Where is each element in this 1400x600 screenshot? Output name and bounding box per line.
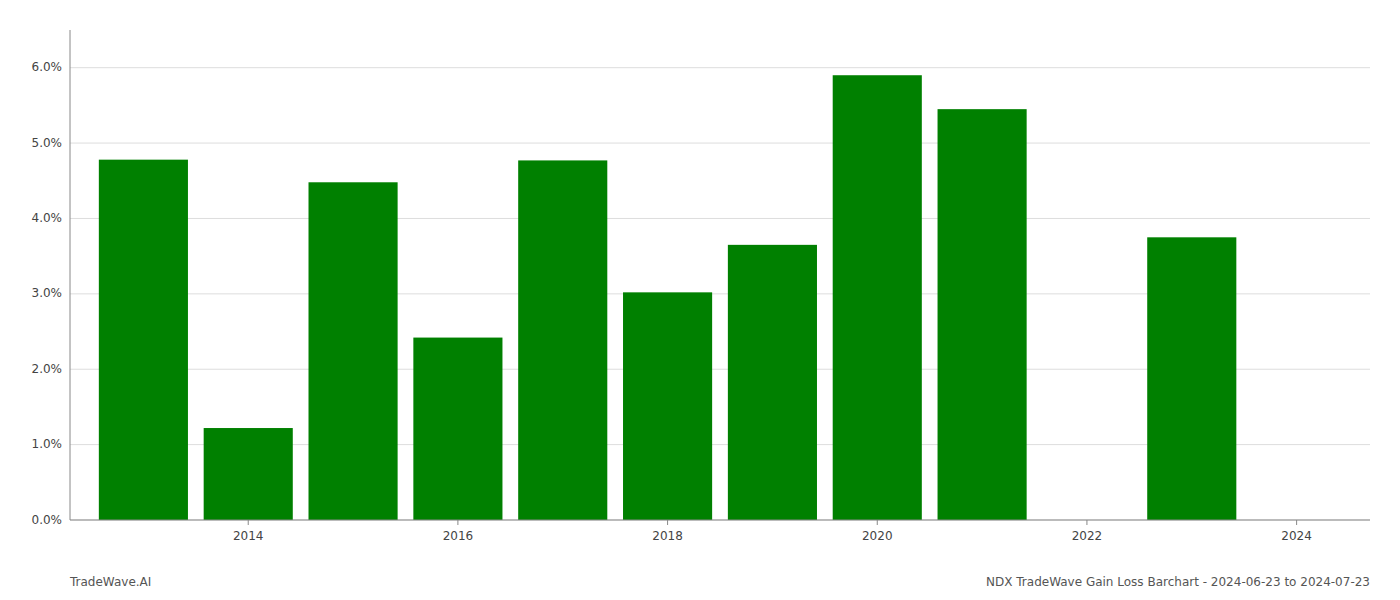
x-tick-label: 2016 — [443, 529, 474, 543]
bar — [99, 160, 188, 520]
x-tick-labels: 2014 2016 2018 2020 2022 2024 — [233, 520, 1312, 543]
grid-line — [70, 67, 1370, 68]
y-grid — [70, 68, 1370, 520]
x-tick — [1086, 520, 1087, 525]
bar — [518, 160, 607, 520]
bar — [413, 338, 502, 520]
x-tick — [667, 520, 668, 525]
y-tick-label: 4.0% — [32, 211, 63, 225]
x-tick-label: 2018 — [652, 529, 683, 543]
y-axis-line — [70, 30, 71, 520]
grid-line — [70, 143, 1370, 144]
x-tick-label: 2022 — [1072, 529, 1103, 543]
bar — [938, 109, 1027, 520]
x-axis-line — [70, 520, 1370, 521]
x-tick-label: 2014 — [233, 529, 264, 543]
y-tick-label: 5.0% — [32, 136, 63, 150]
y-tick-label: 3.0% — [32, 286, 63, 300]
y-tick-label: 2.0% — [32, 362, 63, 376]
page: {"chart_data": {"type": "bar", "x": [201… — [0, 0, 1400, 600]
bar — [204, 428, 293, 520]
bar — [728, 245, 817, 520]
bar — [833, 75, 922, 520]
bar — [623, 292, 712, 520]
grid-line — [70, 218, 1370, 219]
x-tick-label: 2024 — [1281, 529, 1312, 543]
y-tick-label: 0.0% — [32, 513, 63, 527]
bar — [309, 182, 398, 520]
x-tick — [248, 520, 249, 525]
x-tick — [457, 520, 458, 525]
footer-right: NDX TradeWave Gain Loss Barchart - 2024-… — [986, 575, 1370, 589]
y-tick-label: 6.0% — [32, 60, 63, 74]
y-tick-label: 1.0% — [32, 437, 63, 451]
y-tick-labels: 0.0% 1.0% 2.0% 3.0% 4.0% 5.0% 6.0% — [32, 60, 63, 526]
chart: 0.0% 1.0% 2.0% 3.0% 4.0% 5.0% 6.0% 2014 2016 2018… — [0, 0, 1400, 600]
x-tick — [877, 520, 878, 525]
bars — [99, 75, 1237, 520]
x-tick — [1296, 520, 1297, 525]
footer-left: TradeWave.AI — [69, 575, 151, 589]
bar — [1147, 237, 1236, 520]
grid-line — [70, 520, 1370, 521]
x-tick-label: 2020 — [862, 529, 893, 543]
